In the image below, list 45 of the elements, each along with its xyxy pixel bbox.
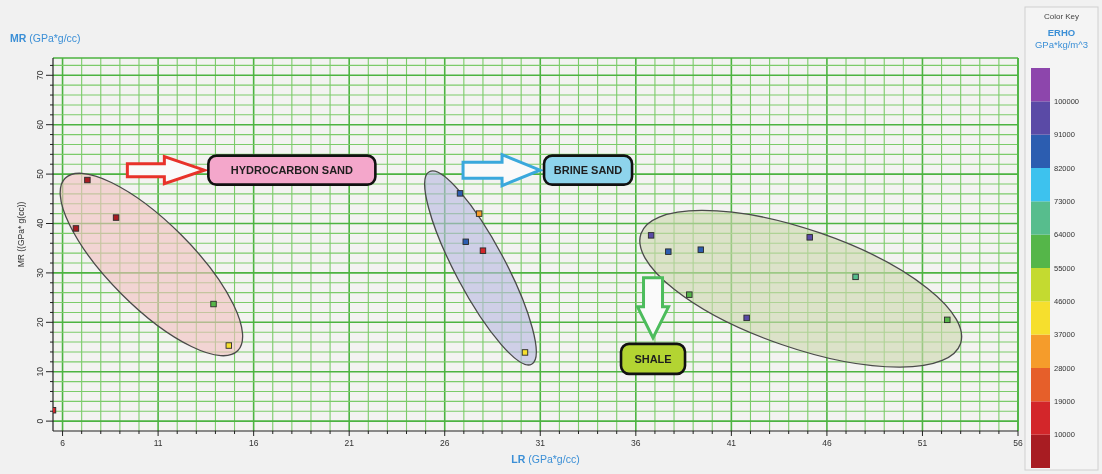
point — [72, 225, 80, 232]
x-tick-label: 41 — [726, 438, 737, 448]
x-tick-label: 6 — [60, 438, 66, 448]
x-tick-label: 21 — [344, 438, 355, 448]
annotation: HYDROCARBON SAND — [230, 164, 354, 177]
x-tick-label: 51 — [917, 438, 928, 448]
point — [479, 247, 487, 254]
color-bar-title: ERHO GPa*kg/m^3 — [1034, 27, 1089, 50]
x-tick-label: 31 — [535, 438, 546, 448]
x-tick-label: 46 — [822, 438, 832, 448]
x-tick-label: 16 — [248, 438, 259, 448]
y-tick-label: 0 — [35, 418, 45, 424]
point — [697, 246, 704, 253]
point — [743, 314, 750, 322]
point — [521, 349, 529, 356]
x-tick-label: 36 — [631, 438, 641, 448]
point — [665, 248, 672, 255]
point — [686, 291, 693, 298]
point — [806, 234, 813, 241]
point — [647, 232, 655, 239]
y-tick-label: 10 — [35, 366, 45, 377]
point — [475, 210, 483, 217]
point — [462, 238, 469, 245]
point — [210, 300, 217, 308]
y-tick-label: 70 — [35, 70, 45, 81]
y-axis-title: MR ((GPa* g(cc)) — [16, 201, 26, 268]
chart-title: MR (GPa*g/cc) — [10, 32, 81, 44]
point — [84, 176, 91, 184]
point — [112, 214, 120, 221]
x-axis-title: LR (GPa*g/cc) — [511, 453, 580, 465]
y-tick-label: 30 — [35, 267, 45, 278]
y-tick-label: 40 — [35, 218, 45, 229]
point — [225, 342, 232, 349]
point — [456, 190, 464, 197]
annotation: SHALE — [634, 352, 672, 365]
y-tick-label: 50 — [35, 169, 45, 179]
annotation: BRINE SAND — [553, 164, 623, 177]
x-tick-label: 26 — [440, 438, 450, 448]
point — [852, 273, 859, 281]
point — [944, 316, 951, 324]
text: Color Key — [1043, 12, 1080, 21]
x-tick-label: 11 — [153, 438, 163, 448]
y-tick-label: 60 — [35, 119, 45, 130]
x-tick-label: 56 — [1013, 438, 1023, 448]
y-tick-label: 20 — [35, 317, 45, 328]
